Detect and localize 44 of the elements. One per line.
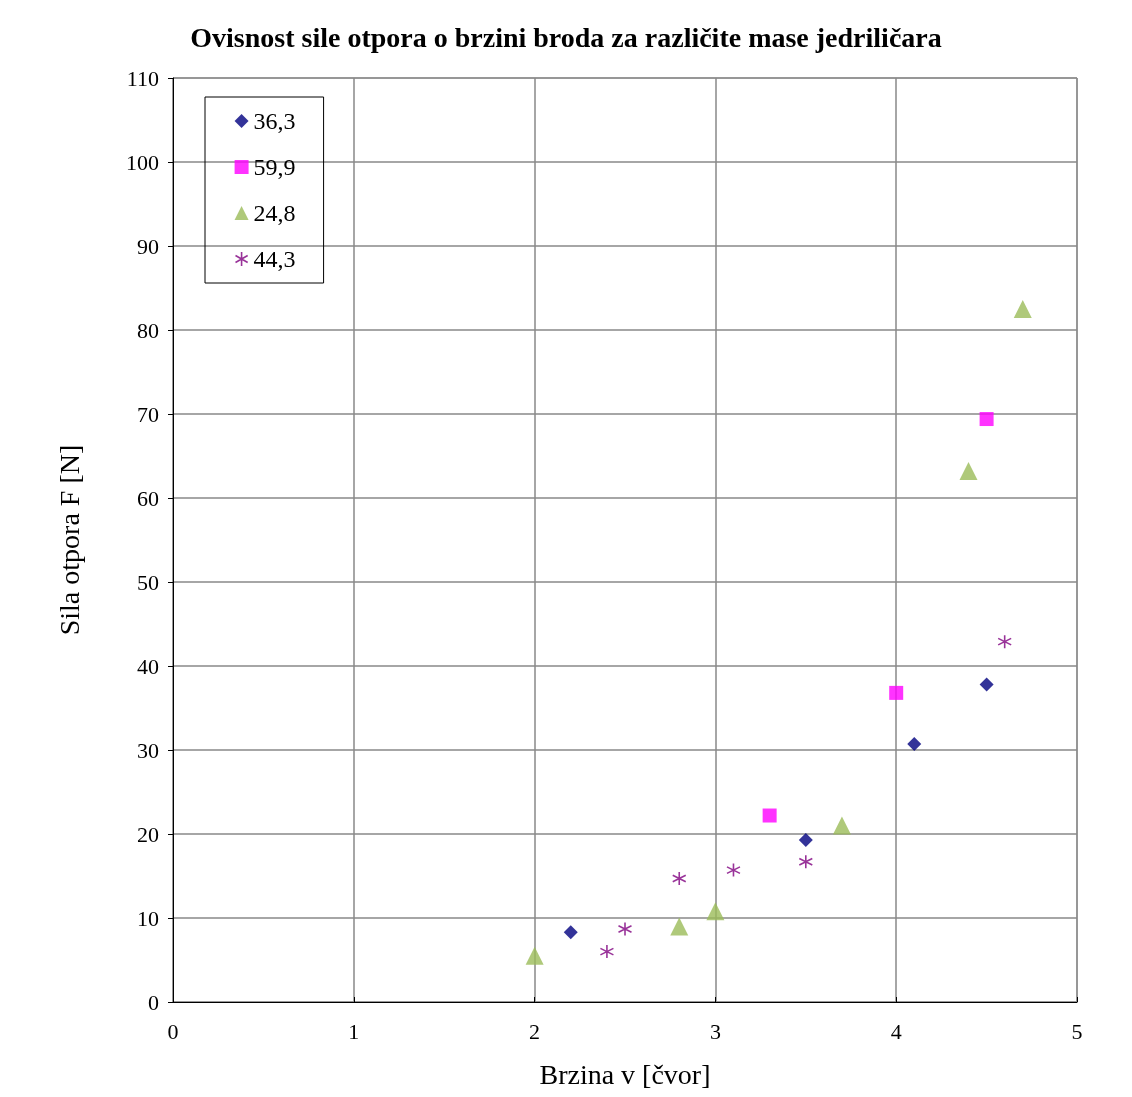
x-tick-label: 4	[890, 1018, 902, 1044]
x-tick-label: 5	[1071, 1018, 1083, 1044]
point	[959, 462, 978, 481]
x-tick-label: 2	[529, 1018, 541, 1044]
point	[671, 871, 687, 886]
point	[525, 946, 544, 965]
y-tick-label: 100	[126, 149, 159, 175]
x-tick-label: 3	[709, 1018, 721, 1044]
point	[907, 737, 922, 752]
y-tick-label: 90	[137, 233, 159, 259]
y-tick-label: 40	[137, 653, 159, 679]
y-tick-label: 80	[137, 317, 159, 343]
y-tick-label: 0	[148, 989, 159, 1015]
point	[1013, 300, 1032, 318]
legend-label: 44,3	[253, 246, 296, 272]
legend-label: 24,8	[253, 200, 296, 226]
point	[979, 412, 994, 427]
y-tick-label: 70	[137, 401, 159, 427]
y-tick-label: 50	[137, 569, 159, 595]
y-tick-label: 30	[137, 737, 159, 763]
point	[563, 925, 578, 940]
x-axis-title: Brzina v [čvor]	[539, 1058, 711, 1090]
y-tick-label: 60	[137, 485, 159, 511]
x-tick-label: 1	[348, 1018, 360, 1044]
point	[762, 808, 777, 823]
chart-title: Ovisnost sile otpora o brzini broda za različite mase jedriličara	[190, 21, 942, 53]
point	[979, 677, 994, 692]
point	[889, 685, 904, 700]
point	[798, 854, 814, 870]
point	[997, 634, 1012, 649]
legend-label: 59,9	[253, 154, 296, 180]
point	[832, 816, 851, 835]
x-tick-label: 0	[167, 1018, 179, 1044]
y-tick-label: 110	[126, 65, 159, 91]
point	[617, 921, 633, 937]
legend-label: 36,3	[253, 108, 296, 134]
point	[798, 832, 813, 847]
y-tick-label: 10	[137, 905, 159, 931]
point	[599, 944, 615, 959]
point	[670, 917, 689, 936]
y-axis-title: Sila otpora F [N]	[53, 444, 85, 636]
point	[726, 862, 741, 878]
point	[706, 902, 725, 921]
y-tick-label: 20	[137, 821, 159, 847]
